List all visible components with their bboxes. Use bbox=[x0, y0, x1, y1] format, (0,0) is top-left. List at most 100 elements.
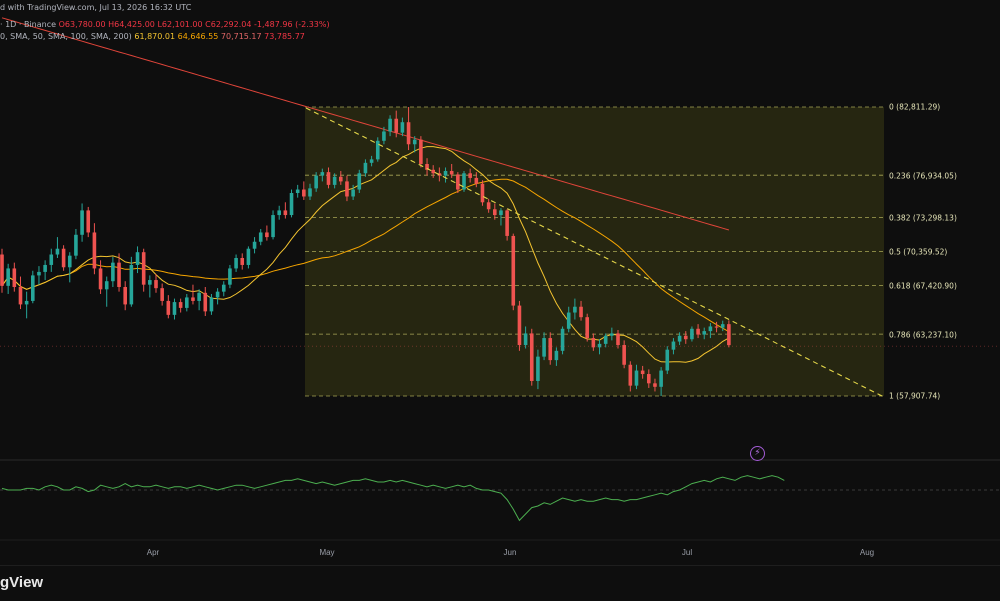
candle-body bbox=[573, 306, 577, 313]
candle-body bbox=[61, 248, 66, 268]
candle-body bbox=[160, 288, 164, 301]
candle-body bbox=[92, 232, 97, 269]
candle-body bbox=[234, 257, 238, 269]
x-label-jun: Jun bbox=[503, 548, 517, 557]
candle-body bbox=[511, 235, 516, 306]
candle-body bbox=[283, 210, 288, 216]
candle-body bbox=[468, 173, 472, 178]
candle-body bbox=[332, 176, 337, 185]
fib-label-1: 1 (57,907.74) bbox=[889, 391, 941, 401]
candle-body bbox=[548, 338, 553, 361]
candle-body bbox=[493, 209, 497, 216]
candle-body bbox=[591, 338, 596, 348]
candle-body bbox=[67, 255, 72, 268]
candle-body bbox=[369, 159, 374, 163]
candle-body bbox=[351, 189, 355, 197]
candle-body bbox=[462, 173, 466, 190]
candle-body bbox=[382, 131, 386, 141]
candle-body bbox=[696, 328, 700, 335]
candle-body bbox=[702, 331, 707, 335]
candle-body bbox=[708, 326, 713, 332]
candle-body bbox=[499, 210, 503, 216]
candle-body bbox=[560, 328, 565, 351]
candle-body bbox=[412, 139, 417, 145]
candle-body bbox=[579, 306, 583, 318]
candle-body bbox=[634, 370, 639, 386]
publisher-text: d with TradingView.com, Jul 13, 2026 16:… bbox=[0, 3, 192, 12]
x-label-apr: Apr bbox=[146, 548, 160, 557]
candle-body bbox=[517, 305, 522, 346]
ohlc-line: · 1D · Binance O63,780.00 H64,425.00 L62… bbox=[0, 20, 330, 29]
candle-body bbox=[271, 215, 275, 238]
candle-body bbox=[265, 232, 269, 238]
ma-value-3: 70,715.17 bbox=[220, 32, 262, 41]
fib-label-0382: 0.382 (73,298.13) bbox=[889, 213, 957, 223]
ma-value-4: 73,785.77 bbox=[264, 32, 305, 41]
candle-body bbox=[400, 122, 405, 133]
candle-body bbox=[240, 257, 245, 265]
fib-label-0: 0 (82,811.29) bbox=[889, 102, 941, 112]
candle-body bbox=[597, 343, 602, 348]
candle-body bbox=[345, 181, 349, 197]
candle-body bbox=[104, 281, 109, 290]
candle-body bbox=[18, 287, 23, 305]
candle-body bbox=[221, 284, 226, 292]
candle-body bbox=[523, 333, 528, 346]
high-value: H64,425.00 bbox=[108, 20, 155, 29]
x-label-jul: Jul bbox=[681, 548, 693, 557]
low-value: L62,101.00 bbox=[157, 20, 203, 29]
candle-body bbox=[690, 328, 694, 340]
candle-body bbox=[431, 169, 435, 174]
candle-body bbox=[671, 341, 676, 350]
candle-body bbox=[326, 172, 331, 185]
ma-settings: 0, SMA, 50, SMA, 100, SMA, 200) bbox=[0, 32, 132, 41]
candle-body bbox=[480, 183, 485, 203]
candle-body bbox=[80, 210, 84, 235]
candle-body bbox=[339, 176, 343, 182]
candle-body bbox=[6, 268, 10, 286]
candle-body bbox=[228, 268, 232, 285]
symbol-info: · 1D · Binance bbox=[0, 20, 57, 29]
x-label-may: May bbox=[319, 548, 335, 557]
candle-body bbox=[123, 287, 127, 305]
candle-body bbox=[258, 232, 263, 242]
candle-body bbox=[37, 271, 41, 276]
candle-body bbox=[215, 291, 220, 298]
candle-body bbox=[566, 312, 571, 329]
fib-label-0236: 0.236 (76,934.05) bbox=[889, 171, 957, 181]
candle-body bbox=[720, 324, 725, 328]
candle-body bbox=[98, 268, 103, 290]
candle-body bbox=[622, 345, 626, 365]
chart-header-line1: d with TradingView.com, Jul 13, 2026 16:… bbox=[0, 3, 191, 12]
candle-body bbox=[554, 350, 559, 361]
candle-body bbox=[49, 254, 54, 265]
change-value: -1,487.96 (-2.33%) bbox=[254, 20, 330, 29]
candle-body bbox=[141, 252, 146, 285]
candle-body bbox=[0, 254, 4, 286]
bottom-bar bbox=[0, 565, 1000, 601]
candle-body bbox=[135, 252, 140, 265]
candle-body bbox=[419, 139, 423, 164]
candle-body bbox=[148, 280, 152, 285]
candle-body bbox=[653, 383, 657, 387]
candle-body bbox=[302, 189, 306, 197]
candle-body bbox=[474, 177, 479, 184]
candle-body bbox=[640, 370, 645, 375]
candle-body bbox=[394, 118, 399, 133]
candle-body bbox=[536, 356, 540, 382]
lightning-icon[interactable]: ⚡ bbox=[750, 446, 765, 461]
sma-200-line bbox=[1, 17, 730, 231]
candle-body bbox=[12, 268, 17, 288]
candle-body bbox=[443, 170, 448, 176]
candle-body bbox=[486, 202, 491, 210]
candle-body bbox=[683, 335, 688, 340]
fib-label-0618: 0.618 (67,420.90) bbox=[889, 281, 957, 291]
candle-body bbox=[252, 241, 257, 249]
candle-body bbox=[610, 333, 614, 336]
candle-body bbox=[197, 292, 201, 301]
candle-body bbox=[677, 335, 682, 342]
candle-body bbox=[357, 173, 362, 190]
candle-body bbox=[31, 275, 35, 301]
candle-body bbox=[74, 234, 78, 256]
